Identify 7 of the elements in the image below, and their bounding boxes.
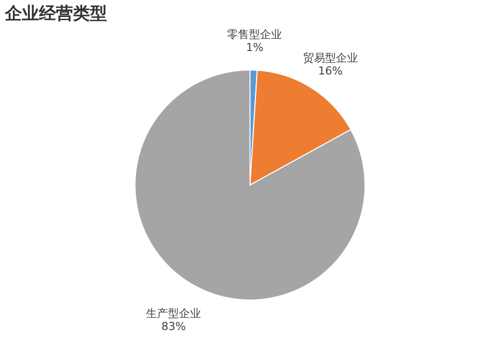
slice-label: 贸易型企业	[302, 51, 358, 64]
slice-label: 零售型企业	[227, 28, 282, 42]
data-label: 1%	[246, 41, 264, 54]
slice-label: 生产型企业	[146, 307, 202, 320]
data-label: 16%	[318, 64, 343, 78]
data-label: 83%	[161, 320, 186, 334]
chart-title: 企业经营类型	[4, 4, 107, 24]
